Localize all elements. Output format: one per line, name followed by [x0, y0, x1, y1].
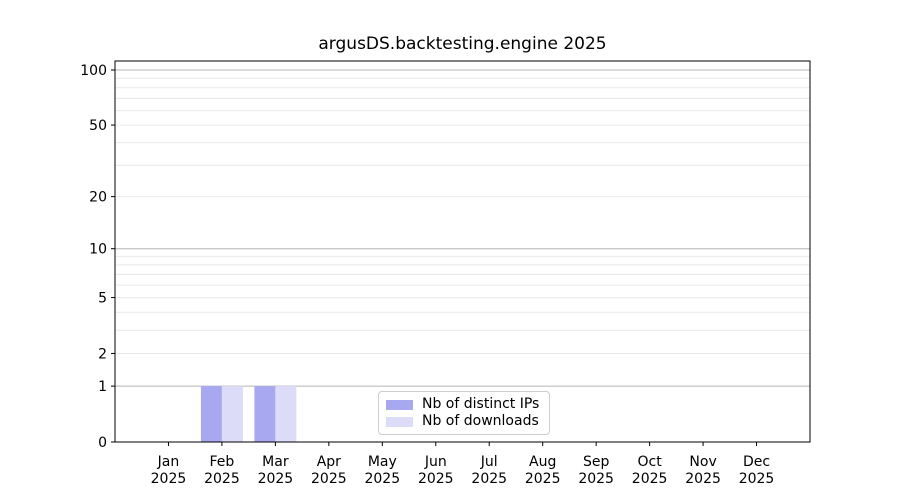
x-tick-label-year: 2025: [739, 471, 775, 487]
y-tick-label: 50: [89, 118, 107, 134]
axes-frame: [114, 60, 811, 443]
x-tick-label-month: Nov: [689, 454, 716, 470]
x-tick-label-year: 2025: [418, 471, 454, 487]
x-tick-label-year: 2025: [151, 471, 187, 487]
x-tick-label-month: Sep: [583, 454, 610, 470]
y-tick-label: 5: [98, 291, 107, 307]
x-tick-label-year: 2025: [204, 471, 240, 487]
y-tick-label: 20: [89, 190, 107, 206]
y-tick-label: 100: [80, 63, 107, 79]
legend: Nb of distinct IPs Nb of downloads: [378, 391, 551, 435]
x-tick-label-year: 2025: [471, 471, 507, 487]
y-tick-label: 1: [98, 379, 107, 395]
legend-label-downloads: Nb of downloads: [422, 413, 539, 429]
x-tick-label-month: Apr: [317, 454, 341, 470]
x-tick-label-year: 2025: [685, 471, 721, 487]
x-tick-label-month: Jun: [424, 454, 447, 470]
x-tick-label-year: 2025: [632, 471, 668, 487]
bar-mar-downloads: [275, 386, 297, 442]
x-tick-label-month: Feb: [210, 454, 235, 470]
x-tick-label-year: 2025: [258, 471, 294, 487]
x-tick-label-month: Oct: [638, 454, 663, 470]
x-tick-label-month: Dec: [743, 454, 770, 470]
x-tick-label-month: May: [368, 454, 397, 470]
legend-swatch-downloads-icon: [386, 416, 413, 427]
bar-feb-downloads: [221, 386, 243, 442]
chart-title: argusDS.backtesting.engine 2025: [318, 34, 607, 54]
x-tick-label-year: 2025: [578, 471, 614, 487]
y-tick-label: 10: [89, 242, 107, 258]
x-tick-label-month: Jul: [480, 454, 498, 470]
y-tick-label: 2: [98, 346, 107, 362]
x-tick-label-year: 2025: [525, 471, 561, 487]
x-tick-label-year: 2025: [364, 471, 400, 487]
x-tick-label-year: 2025: [311, 471, 347, 487]
legend-item-downloads: Nb of downloads: [386, 413, 539, 430]
legend-swatch-distinct-ips-icon: [386, 399, 413, 410]
x-tick-label-month: Mar: [262, 454, 289, 470]
y-tick-label: 0: [98, 435, 107, 451]
bar-mar-distinct-ips: [254, 386, 276, 442]
x-tick-label-month: Jan: [157, 454, 180, 470]
x-tick-label-month: Aug: [529, 454, 556, 470]
bar-feb-distinct-ips: [200, 386, 222, 442]
legend-label-distinct-ips: Nb of distinct IPs: [422, 396, 540, 412]
legend-item-distinct-ips: Nb of distinct IPs: [386, 396, 539, 413]
